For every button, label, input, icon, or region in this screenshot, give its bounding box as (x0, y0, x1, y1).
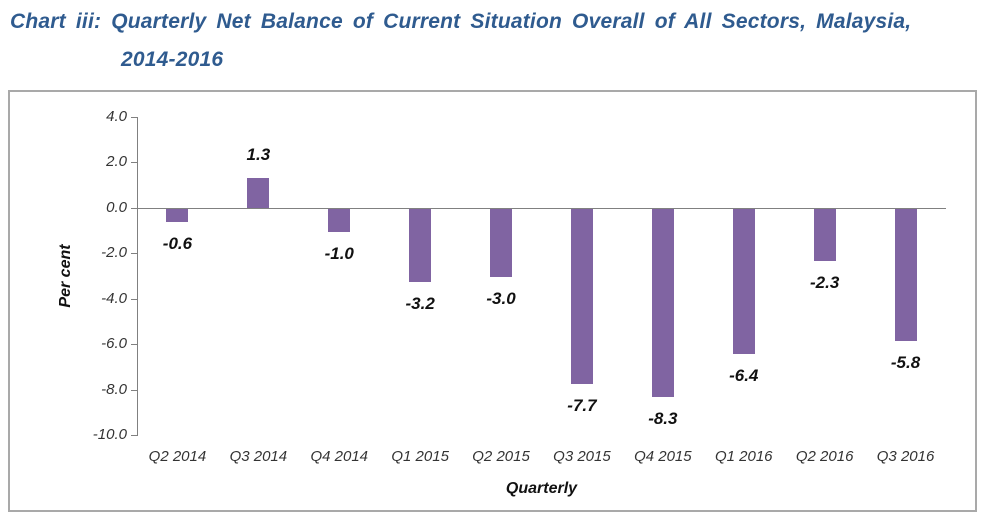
y-tick-label: -2.0 (101, 244, 127, 262)
bar-q4-2015 (651, 208, 674, 398)
y-tick-label: -6.0 (101, 335, 127, 353)
x-tick-label: Q2 2015 (472, 448, 530, 465)
y-axis-line (137, 117, 138, 436)
y-axis-tick (131, 298, 137, 300)
bar-data-label: -7.7 (567, 395, 597, 415)
bar-q2-2014 (166, 208, 189, 223)
y-tick-label: -10.0 (92, 426, 127, 443)
bar-q3-2015 (570, 208, 593, 384)
x-tick-label: Q2 2014 (148, 448, 207, 465)
chart-title-line-1: Chart iii: Quarterly Net Balance of Curr… (10, 10, 912, 33)
y-axis-tick (131, 389, 137, 391)
y-tick-label: 4.0 (106, 108, 127, 125)
x-tick-label: Q4 2015 (634, 448, 692, 465)
chart-frame: Per cent Quarterly 4.0 2.0 0.0 -2.0 -4.0 -6.0… (8, 90, 977, 512)
x-tick-label: Q1 2016 (714, 448, 773, 465)
bar-q1-2015 (409, 208, 432, 282)
y-tick-label: -4.0 (101, 289, 127, 307)
bar-q3-2016 (894, 208, 917, 341)
bar-data-label: -6.4 (729, 366, 759, 386)
y-axis-tick (131, 253, 137, 255)
bar-q2-2016 (813, 208, 836, 262)
y-tick-label: -8.0 (101, 380, 127, 398)
zero-axis-line (137, 207, 946, 209)
y-tick-label: 2.0 (106, 153, 127, 171)
x-axis-title: Quarterly (505, 480, 578, 497)
x-tick-label: Q4 2014 (310, 448, 369, 465)
bar-data-label: -3.2 (405, 293, 435, 313)
bar-data-label: -8.3 (648, 409, 678, 429)
x-tick-label: Q1 2015 (391, 448, 449, 465)
bar-q4-2014 (328, 208, 351, 232)
y-axis-tick (131, 207, 137, 209)
x-tick-label: Q2 2016 (795, 448, 854, 465)
bar-q3-2014 (247, 178, 270, 208)
bar-data-label: -1.0 (324, 243, 354, 263)
x-tick-label: Q3 2015 (553, 448, 611, 465)
y-axis-tick (131, 162, 137, 164)
y-axis-tick (131, 435, 137, 436)
y-tick-label: 0.0 (106, 198, 127, 216)
x-tick-label: Q3 2014 (229, 448, 288, 465)
y-axis-tick (131, 344, 137, 346)
bar-data-label: -0.6 (162, 234, 193, 254)
y-axis-tick (131, 117, 137, 118)
bar-data-label: 1.3 (246, 145, 271, 165)
x-tick-label: Q3 2016 (876, 448, 935, 465)
bar-data-label: -5.8 (890, 352, 921, 372)
bar-q1-2016 (732, 208, 755, 355)
bar-data-label: -2.3 (809, 273, 840, 293)
chart-title-line-2: 2014-2016 (121, 48, 224, 71)
bar-data-label: -3.0 (486, 289, 516, 308)
bar-q2-2015 (490, 208, 513, 277)
